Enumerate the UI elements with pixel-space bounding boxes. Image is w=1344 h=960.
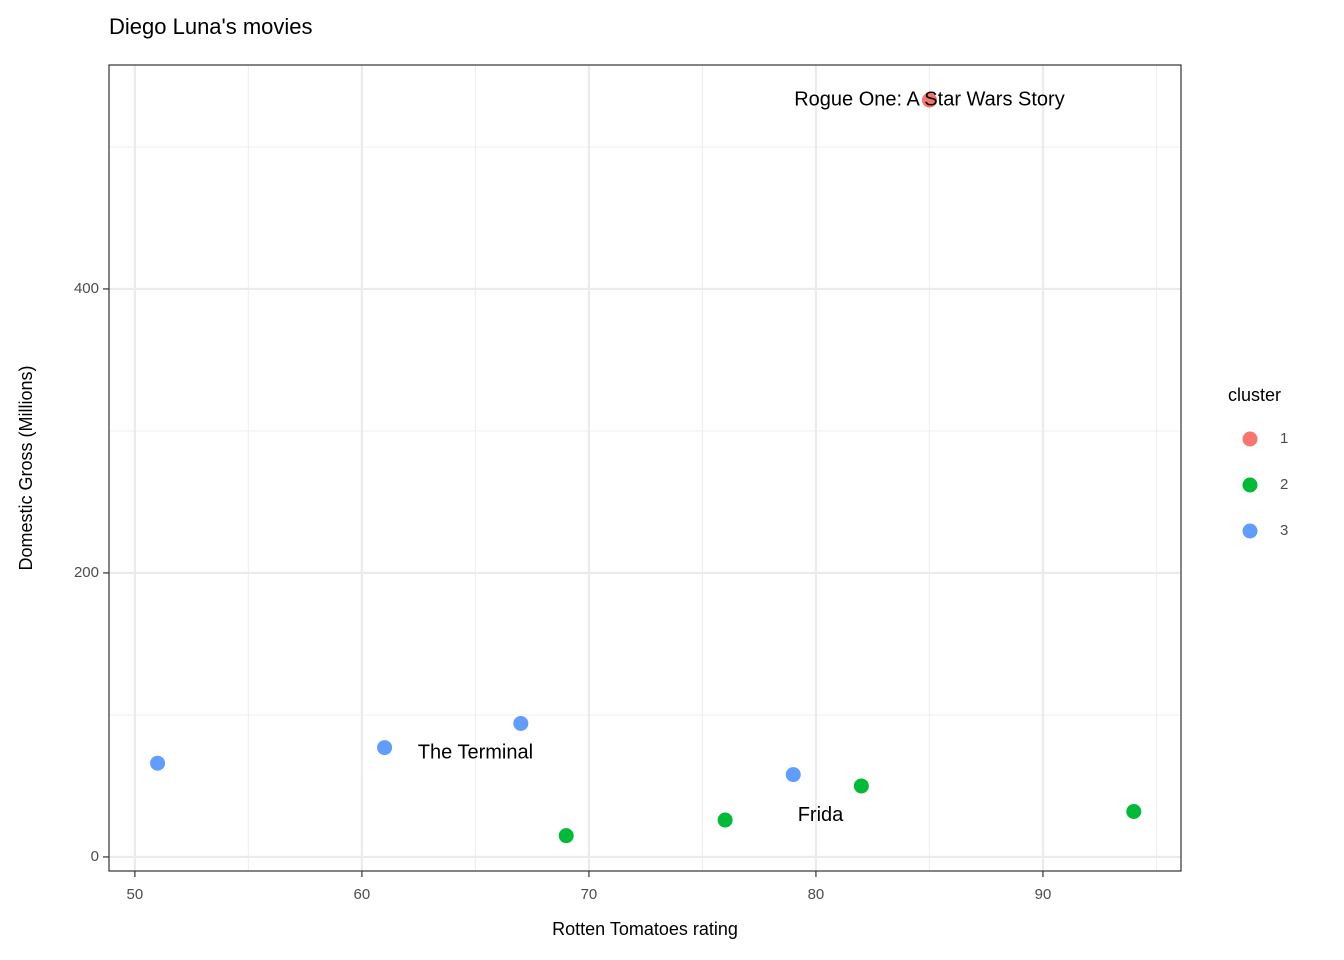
- x-tick-label: 70: [581, 886, 598, 903]
- point: [150, 755, 166, 771]
- y-tick-label: 0: [91, 848, 99, 865]
- legend-marker: [1242, 477, 1258, 493]
- plot-border: [108, 64, 1182, 872]
- annotation: Rogue One: A Star Wars Story: [794, 88, 1065, 110]
- y-axis-label: Domestic Gross (Millions): [16, 365, 36, 570]
- legend-title: cluster: [1228, 385, 1281, 405]
- x-tick-label: 80: [808, 886, 825, 903]
- chart-title: Diego Luna's movies: [109, 14, 313, 39]
- point: [853, 778, 869, 794]
- y-tick-label: 400: [74, 280, 99, 297]
- legend-label: 1: [1280, 430, 1288, 447]
- legend-marker: [1242, 523, 1258, 539]
- point: [717, 812, 733, 828]
- x-tick-label: 50: [127, 886, 144, 903]
- point: [1126, 804, 1142, 820]
- point: [785, 767, 801, 783]
- point: [377, 740, 393, 756]
- point: [921, 92, 937, 108]
- x-tick-label: 60: [354, 886, 371, 903]
- x-tick-label: 90: [1035, 886, 1052, 903]
- annotation: The Terminal: [418, 742, 533, 764]
- legend-label: 2: [1280, 476, 1288, 493]
- annotation: Frida: [798, 804, 844, 826]
- y-tick-label: 200: [74, 564, 99, 581]
- point: [558, 828, 574, 844]
- x-axis-label: Rotten Tomatoes rating: [552, 919, 738, 939]
- point: [513, 715, 529, 731]
- legend-marker: [1242, 431, 1258, 447]
- legend-label: 3: [1280, 522, 1288, 539]
